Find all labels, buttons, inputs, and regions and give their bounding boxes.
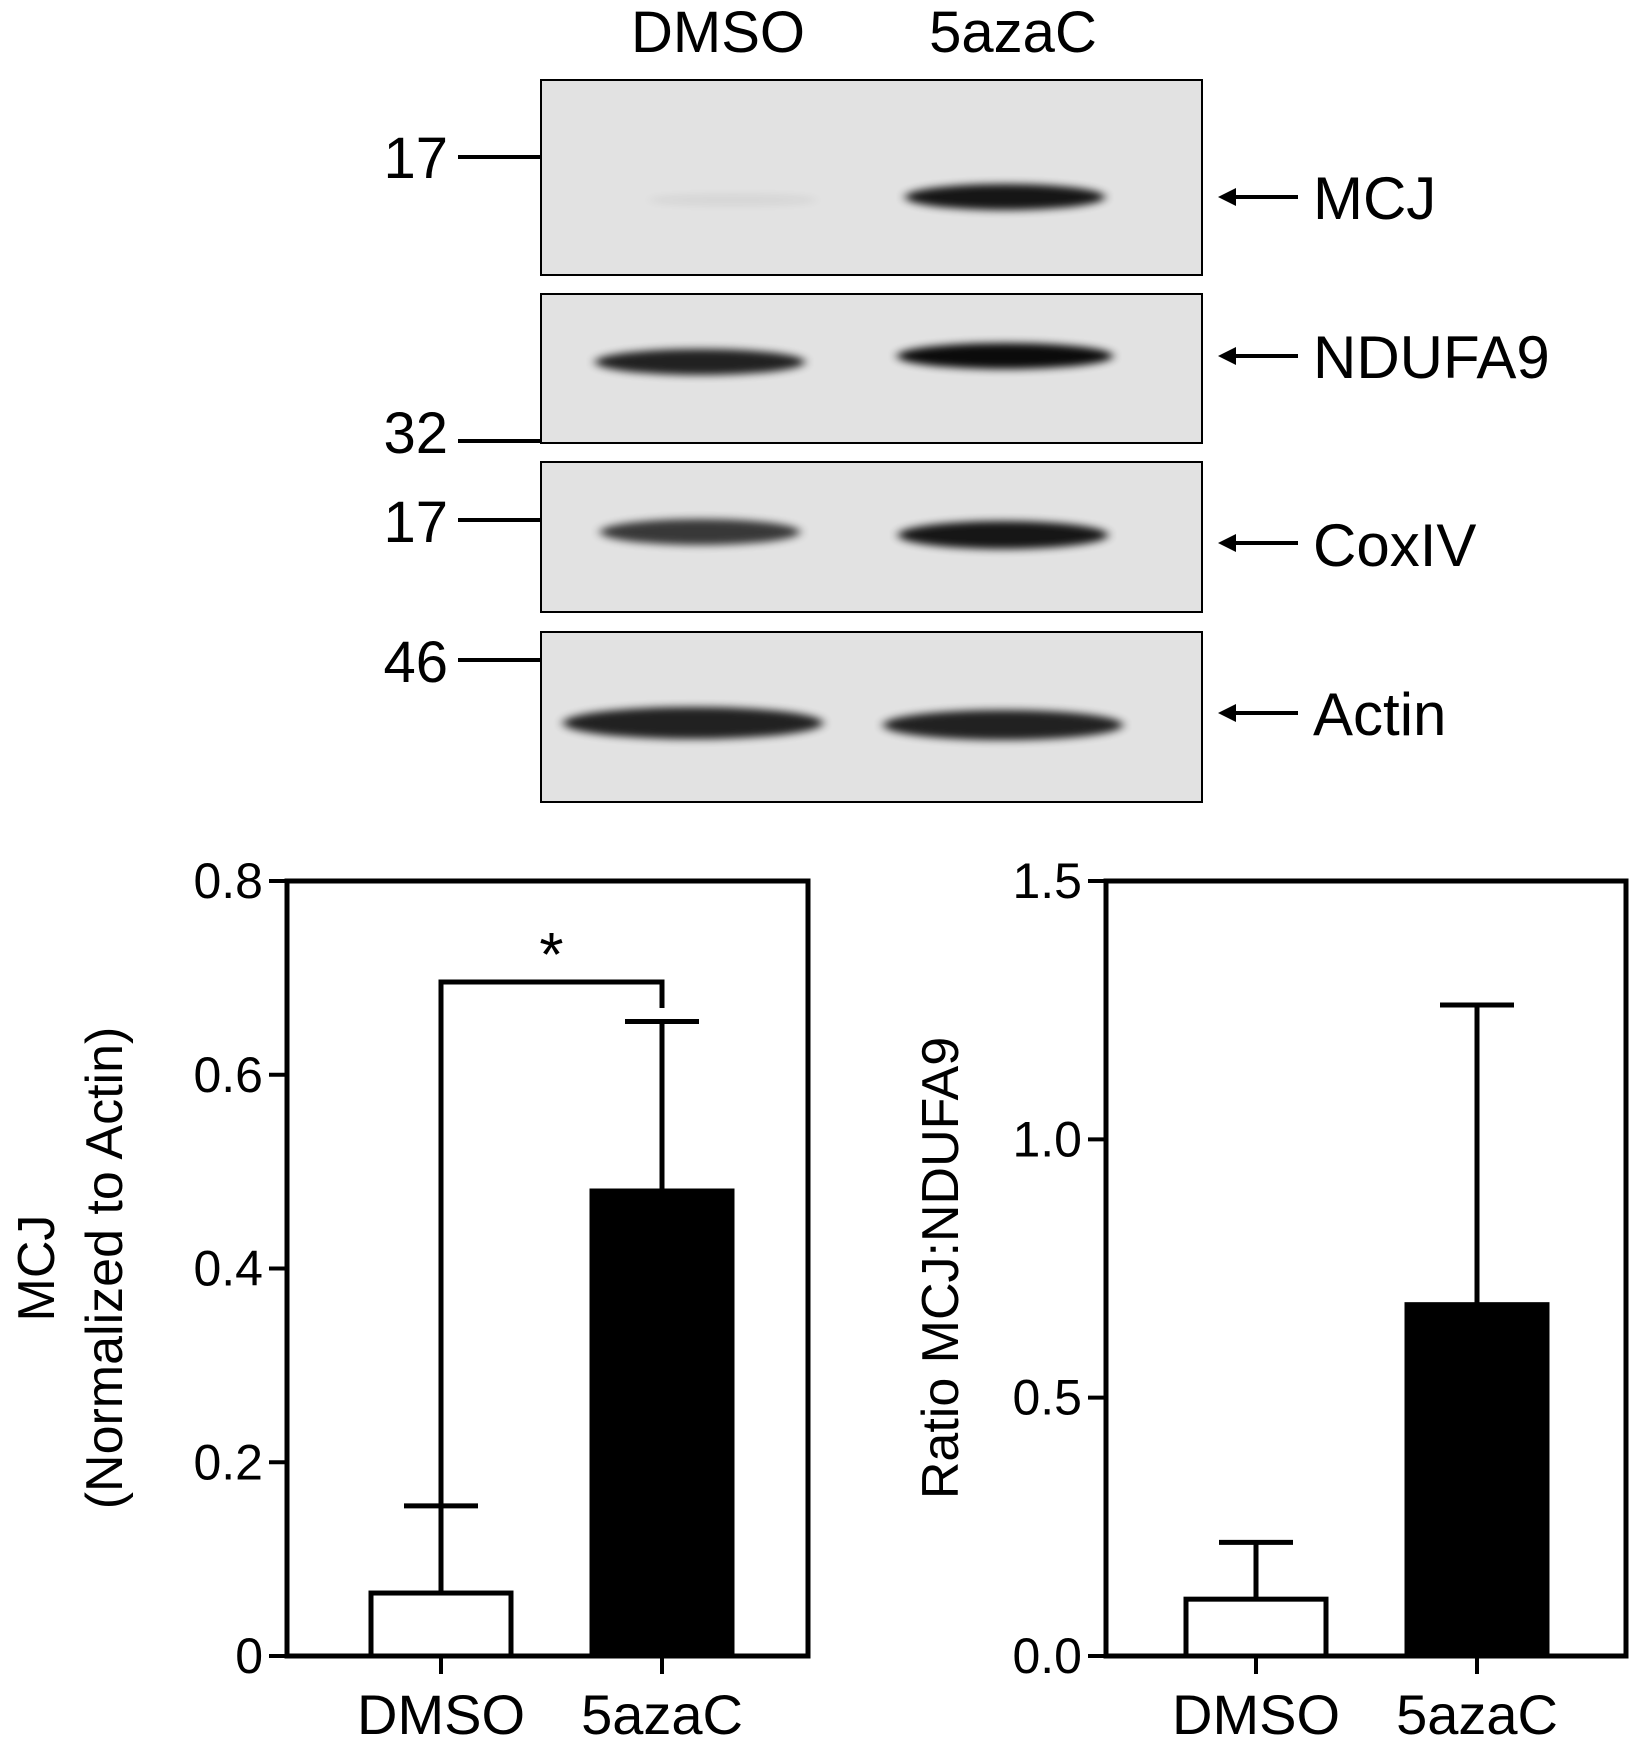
y-axis-label: (Normalized to Actin) xyxy=(76,1027,134,1510)
y-tick-label: 0.8 xyxy=(193,853,263,909)
arrow-head-ndufa9 xyxy=(1218,347,1236,365)
x-tick-label: 5azaC xyxy=(581,1683,743,1746)
significance-label: * xyxy=(539,921,563,990)
plot-frame xyxy=(1103,878,1629,1659)
bar-5azac xyxy=(589,1188,735,1659)
y-tick-label: 1.5 xyxy=(1012,853,1082,909)
blot-panel-mcj: 17 MCJ xyxy=(383,79,1436,276)
western-blot: DMSO 5azaC 17 MCJ 32 NDUFA9 xyxy=(383,0,1550,803)
arrow-head-actin xyxy=(1218,704,1236,722)
blot-band-coxiv-dmso xyxy=(600,519,800,545)
y-axis-label: Ratio MCJ:NDUFA9 xyxy=(912,1037,970,1499)
blot-panel-ndufa9: 32 NDUFA9 xyxy=(383,293,1550,466)
bar-dmso xyxy=(1183,1596,1329,1659)
marker-label-ndufa9: 32 xyxy=(383,401,448,466)
significance-bracket xyxy=(438,979,665,1506)
bar-dmso xyxy=(368,1590,514,1659)
blot-band-mcj-5azac xyxy=(905,184,1105,210)
blot-membrane-mcj xyxy=(540,79,1203,276)
blot-panel-coxiv: 17 CoxIV xyxy=(383,461,1476,613)
x-tick-label: DMSO xyxy=(1172,1683,1340,1746)
y-tick-label: 0.5 xyxy=(1012,1370,1082,1426)
y-axis-label: MCJ xyxy=(8,1215,66,1322)
bar-chart-mcj-ndufa9-ratio: 0.0 0.5 1.0 1.5 Ratio MCJ:NDUFA9 DMSO 5azaC xyxy=(912,853,1629,1746)
marker-label-mcj: 17 xyxy=(383,126,448,191)
bar-chart-mcj-normalized: 0 0.2 0.4 0.6 0.8 MCJ (Normalized to Actin) DMS… xyxy=(8,853,811,1746)
blot-band-ndufa9-dmso xyxy=(595,349,805,375)
protein-label-coxiv: CoxIV xyxy=(1313,512,1476,579)
y-tick-label: 0.2 xyxy=(193,1434,263,1490)
blot-lane-label-5azac: 5azaC xyxy=(929,0,1097,65)
blot-band-coxiv-5azac xyxy=(898,521,1108,549)
x-tick-label: DMSO xyxy=(357,1683,525,1746)
blot-panel-actin: 46 Actin xyxy=(383,630,1446,803)
marker-label-actin: 46 xyxy=(383,630,448,695)
protein-label-ndufa9: NDUFA9 xyxy=(1313,324,1550,391)
protein-label-mcj: MCJ xyxy=(1313,165,1436,232)
marker-label-coxiv: 17 xyxy=(383,490,448,555)
blot-lane-label-dmso: DMSO xyxy=(631,0,805,65)
y-tick-label: 1.0 xyxy=(1012,1111,1082,1167)
y-tick-label: 0.6 xyxy=(193,1047,263,1103)
blot-band-actin-5azac xyxy=(883,710,1123,740)
blot-band-actin-dmso xyxy=(563,707,823,739)
blot-band-ndufa9-5azac xyxy=(897,343,1113,369)
arrow-head-coxiv xyxy=(1218,534,1236,552)
blot-band-mcj-dmso xyxy=(648,194,818,206)
arrow-head-mcj xyxy=(1218,188,1236,206)
x-tick-label: 5azaC xyxy=(1396,1683,1558,1746)
protein-label-actin: Actin xyxy=(1313,681,1446,748)
bar-5azac xyxy=(1404,1302,1550,1659)
y-tick-label: 0 xyxy=(235,1628,263,1684)
y-tick-label: 0.0 xyxy=(1012,1628,1082,1684)
y-tick-label: 0.4 xyxy=(193,1241,263,1297)
